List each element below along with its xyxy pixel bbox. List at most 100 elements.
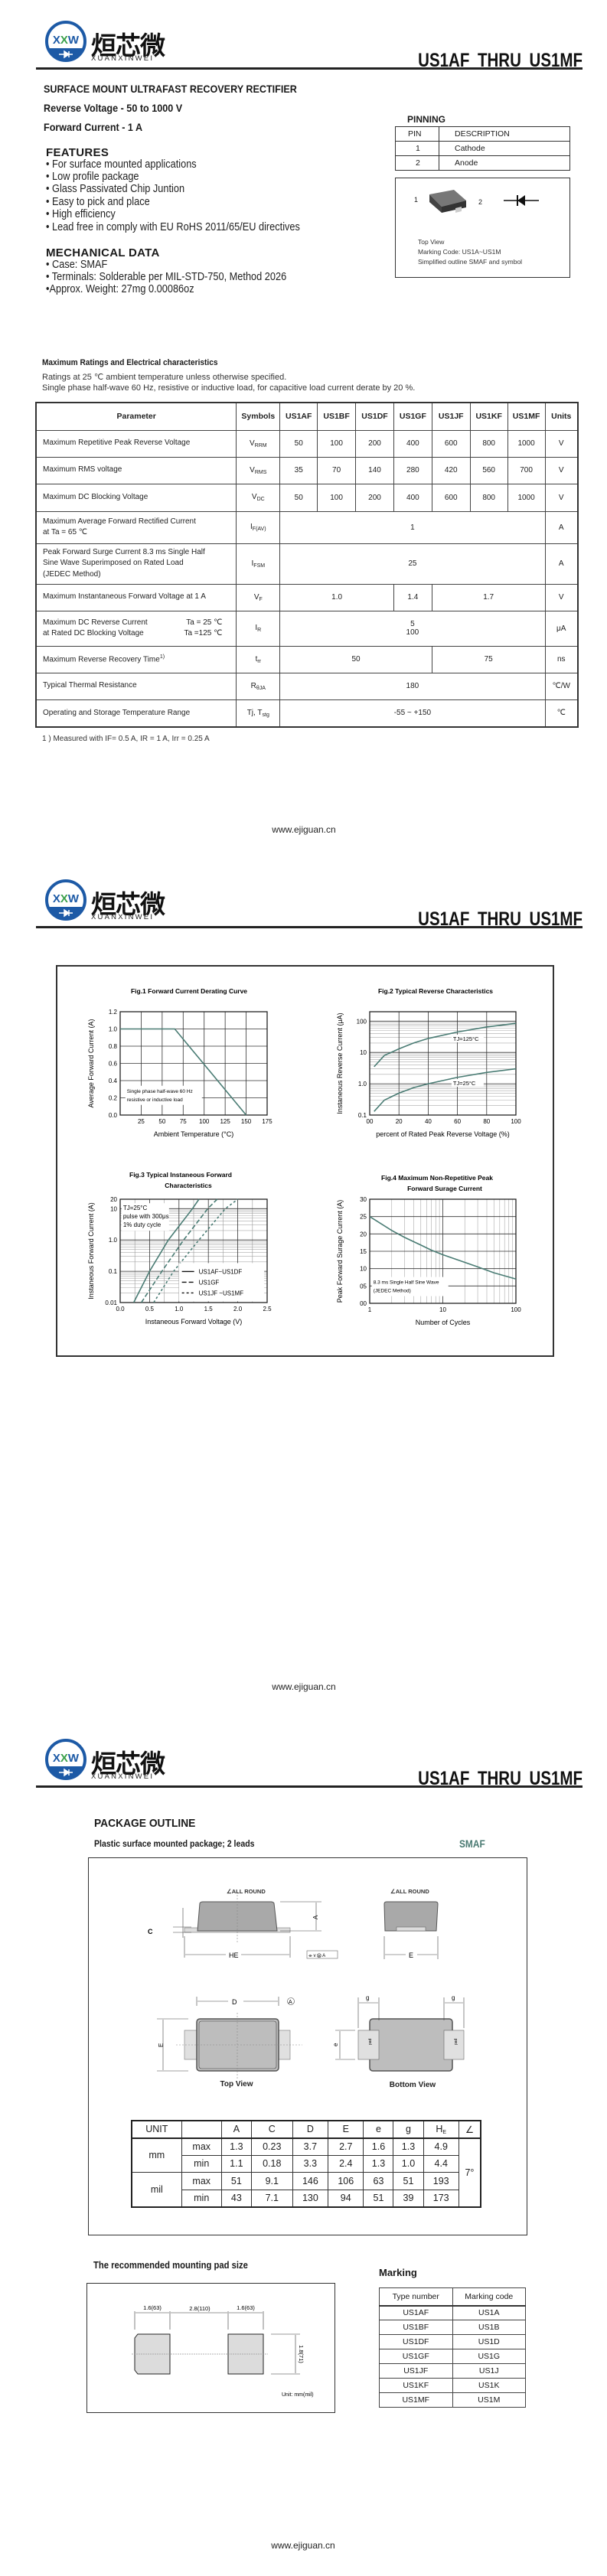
- logo-name-cn: 烜芯微: [91, 31, 165, 60]
- package-name: SMAF: [459, 1837, 485, 1850]
- x-tick-label: 2.0: [233, 1306, 243, 1312]
- footnote-ref: 1): [159, 654, 165, 660]
- column-header: g: [393, 2120, 424, 2139]
- symbol-main: V: [251, 493, 257, 501]
- symbol-cell: VRMS: [236, 456, 281, 484]
- table-row: US1KF US1K: [379, 2378, 526, 2393]
- x-tick-label: 1.5: [204, 1306, 214, 1312]
- dim-g-label: g: [366, 1994, 369, 2001]
- symbol-cell: IFSM: [236, 543, 281, 585]
- pad-label: pad: [454, 2038, 459, 2045]
- x-tick-label: 75: [180, 1118, 187, 1125]
- type-number: US1DF: [379, 2334, 453, 2349]
- header-rule: [36, 926, 583, 928]
- symbol-cell: trr: [236, 645, 281, 673]
- column-header: Marking code: [452, 2287, 526, 2307]
- pad-label: pad: [368, 2038, 373, 2045]
- condition: Ta =125 ℃: [184, 629, 223, 637]
- column-header: Type number: [379, 2287, 453, 2307]
- column-header: US1DF: [355, 402, 394, 431]
- series-label-bg: [451, 1034, 484, 1042]
- dim-g-label: g: [452, 1994, 455, 2001]
- table-row: Typical Thermal Resistance RθJA 180 ℃/W: [35, 672, 579, 700]
- outline-box: [395, 178, 570, 278]
- footer-url[interactable]: www.ejiguan.cn: [271, 2540, 335, 2551]
- y-tick-label: 30: [360, 1196, 367, 1203]
- unit-cell: μA: [544, 610, 579, 647]
- symbol-main: I: [251, 559, 254, 568]
- column-header: US1KF: [469, 402, 508, 431]
- footer-url[interactable]: www.ejiguan.cn: [272, 824, 336, 835]
- annotation-bg: [121, 1203, 169, 1231]
- y-tick-label: 10: [360, 1266, 367, 1273]
- side-view-drawing: ∠ALL ROUND C A HE ⌯ v Ⓜ A: [148, 1888, 338, 1959]
- value-cell: 130: [292, 2189, 329, 2208]
- marking-code: US1G: [452, 2349, 526, 2364]
- value-cell: 1.3: [393, 2137, 424, 2156]
- table-row: mil max 51 9.1 146 106 63 51 193: [131, 2172, 481, 2208]
- value-cell: 200: [355, 483, 394, 512]
- symbol-subscript: rr: [257, 658, 262, 664]
- feature-item: • Glass Passivated Chip Juntion: [46, 183, 185, 195]
- x-tick-label: 100: [511, 1306, 521, 1313]
- unit-cell: ℃/W: [544, 672, 579, 700]
- y-tick-label: 0.2: [109, 1095, 118, 1102]
- x-tick-label: 1.0: [175, 1306, 184, 1312]
- type-number: US1JF: [379, 2363, 453, 2379]
- series-line: [369, 1215, 517, 1280]
- chart-1: 25 50 75 100 125 150 175 0.0 0.2 0.4 0.6 0.8 1.0 1.2 S…: [87, 987, 272, 1138]
- table-row: Maximum Repetitive Peak Reverse Voltage V…: [35, 429, 579, 458]
- pad-width-dim: 1.6(63): [237, 2304, 255, 2311]
- y-tick-label: 10: [110, 1205, 117, 1212]
- table-row: Maximum Average Forward Rectified Curren…: [35, 510, 579, 544]
- unit-cell: V: [544, 483, 579, 512]
- value-cell: 146: [292, 2172, 329, 2190]
- limit-cell: min: [181, 2154, 222, 2173]
- dim-he-label: HE: [229, 1952, 239, 1959]
- y-tick-label: 25: [360, 1214, 367, 1221]
- symbol-cell: IF(AV): [236, 510, 281, 544]
- parameter-cell: Peak Forward Surge Current 8.3 ms Single…: [35, 543, 237, 585]
- chart-title: Characteristics: [165, 1182, 212, 1189]
- ratings-table: Parameter Symbols US1AF US1BF US1DF US1GF US1J…: [35, 402, 579, 728]
- value-cell: 7.1: [250, 2189, 293, 2208]
- annotation-text: (JEDEC Method): [374, 1289, 411, 1294]
- all-round-label: ∠ALL ROUND: [227, 1888, 266, 1895]
- x-tick-label: 60: [454, 1118, 461, 1125]
- chart-4: 1 10 100 00 05 10 15 20 25 30 8.3 ms Single Half S…: [336, 1174, 521, 1326]
- pin-number: 1: [395, 141, 439, 156]
- y-tick-label: 0.1: [358, 1112, 367, 1119]
- marking-code: US1M: [452, 2392, 526, 2408]
- pad-width-dim: 1.6(63): [143, 2304, 162, 2311]
- symbol-subscript: RMS: [254, 469, 267, 475]
- value-cell: 200: [355, 429, 394, 458]
- logo-icon: XXW: [45, 1739, 86, 1780]
- dim-e-small-label: e: [332, 2043, 339, 2046]
- legend-label: US1AF~US1DF: [199, 1268, 243, 1275]
- symbol-subscript: R: [257, 628, 262, 633]
- footer-url[interactable]: www.ejiguan.cn: [272, 1681, 336, 1692]
- condition: Ta = 25 ℃: [186, 618, 223, 627]
- table-row: US1AF US1A: [379, 2305, 526, 2320]
- pad-size-box: [86, 2283, 335, 2413]
- value-cell: 2.7: [328, 2137, 364, 2156]
- x-tick-label: 0.0: [116, 1306, 125, 1312]
- y-tick-label: 0.4: [109, 1078, 118, 1084]
- y-tick-label: 15: [360, 1248, 367, 1255]
- mechanical-item: • Case: SMAF: [46, 259, 108, 271]
- value-cell: 560: [469, 456, 508, 484]
- bottom-view-drawing: pad pad g g e: [332, 1994, 465, 2072]
- x-tick-label: 125: [220, 1118, 230, 1125]
- top-view-drawing: D A E: [157, 1997, 302, 2079]
- value-cell: 25: [279, 543, 546, 585]
- unit-cell: ns: [544, 645, 579, 673]
- symbol-cell: VF: [236, 583, 281, 611]
- pin2-label: 2: [478, 198, 483, 206]
- column-header: US1AF: [279, 402, 318, 431]
- x-tick-label: 2.5: [263, 1306, 272, 1312]
- ratings-heading: Maximum Ratings and Electrical character…: [42, 358, 218, 367]
- all-round-label: ∠ALL ROUND: [390, 1888, 429, 1895]
- svg-text:XXW: XXW: [53, 892, 80, 905]
- unit-cell: A: [544, 510, 579, 544]
- x-axis-label: Instaneous Forward Voltage (V): [145, 1318, 243, 1325]
